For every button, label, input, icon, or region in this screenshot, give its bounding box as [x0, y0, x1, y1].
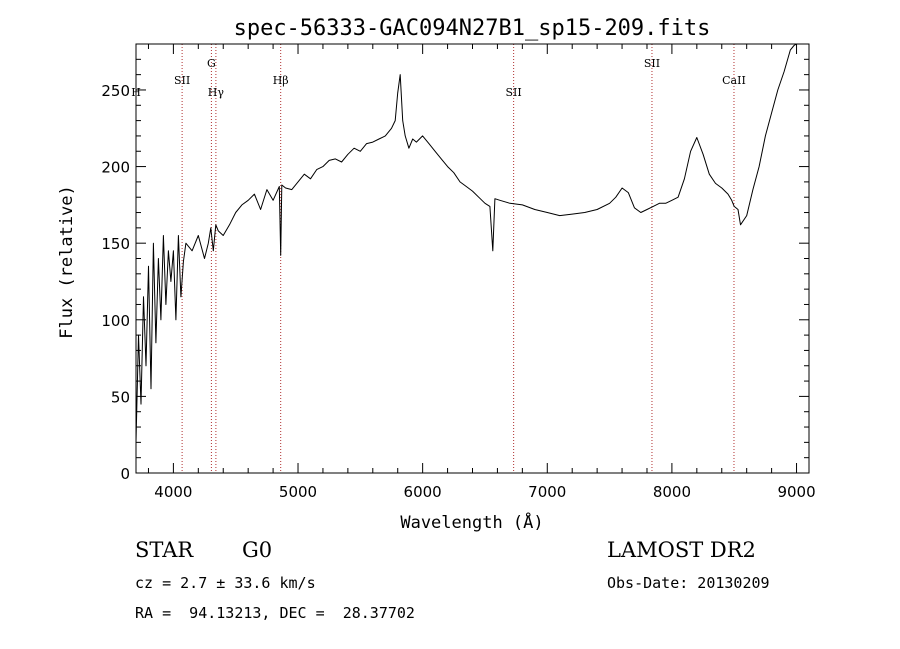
y-tick-label-2: 100 — [101, 312, 130, 330]
y-tick-label-1: 50 — [111, 388, 130, 406]
chart-title: spec-56333-GAC094N27B1_sp15-209.fits — [234, 16, 711, 41]
object-class: STAR — [135, 538, 194, 562]
y-tick-label-5: 250 — [101, 82, 130, 100]
spectral-line-label-2: G — [207, 57, 216, 70]
spectral-line-label-5: SII — [506, 86, 522, 99]
x-tick-label-0: 4000 — [154, 483, 192, 501]
x-tick-label-3: 7000 — [528, 483, 566, 501]
spectrum-line — [135, 43, 797, 443]
spectral-line-label-3: Hγ — [208, 86, 225, 99]
x-axis-label: Wavelength (Å) — [400, 511, 543, 533]
x-tick-label-2: 6000 — [404, 483, 442, 501]
x-tick-label-4: 8000 — [653, 483, 691, 501]
coordinates: RA = 94.13213, DEC = 28.37702 — [135, 604, 415, 622]
object-subclass: G0 — [242, 538, 273, 562]
y-tick-label-4: 200 — [101, 159, 130, 177]
axis-ticks: 4000 5000 6000 7000 8000 9000 0 50 100 150 200 250 — [101, 44, 816, 501]
x-tick-label-1: 5000 — [279, 483, 317, 501]
y-tick-label-0: 0 — [120, 465, 130, 483]
spectral-line-label-7: CaII — [722, 74, 746, 87]
obs-date: Obs-Date: 20130209 — [607, 574, 770, 592]
spectral-line-label-4: Hβ — [273, 74, 289, 87]
x-tick-label-5: 9000 — [777, 483, 815, 501]
survey-name: LAMOST DR2 — [607, 538, 756, 562]
plot-frame — [135, 43, 810, 474]
spectrum-line-layer — [135, 43, 797, 443]
y-axis-label: Flux (relative) — [57, 185, 77, 339]
spectral-line-label-1: SII — [174, 74, 190, 87]
y-tick-label-3: 150 — [101, 235, 130, 253]
spectral-line-label-6: SII — [644, 57, 660, 70]
redshift-text: cz = 2.7 ± 33.6 km/s — [135, 574, 316, 592]
